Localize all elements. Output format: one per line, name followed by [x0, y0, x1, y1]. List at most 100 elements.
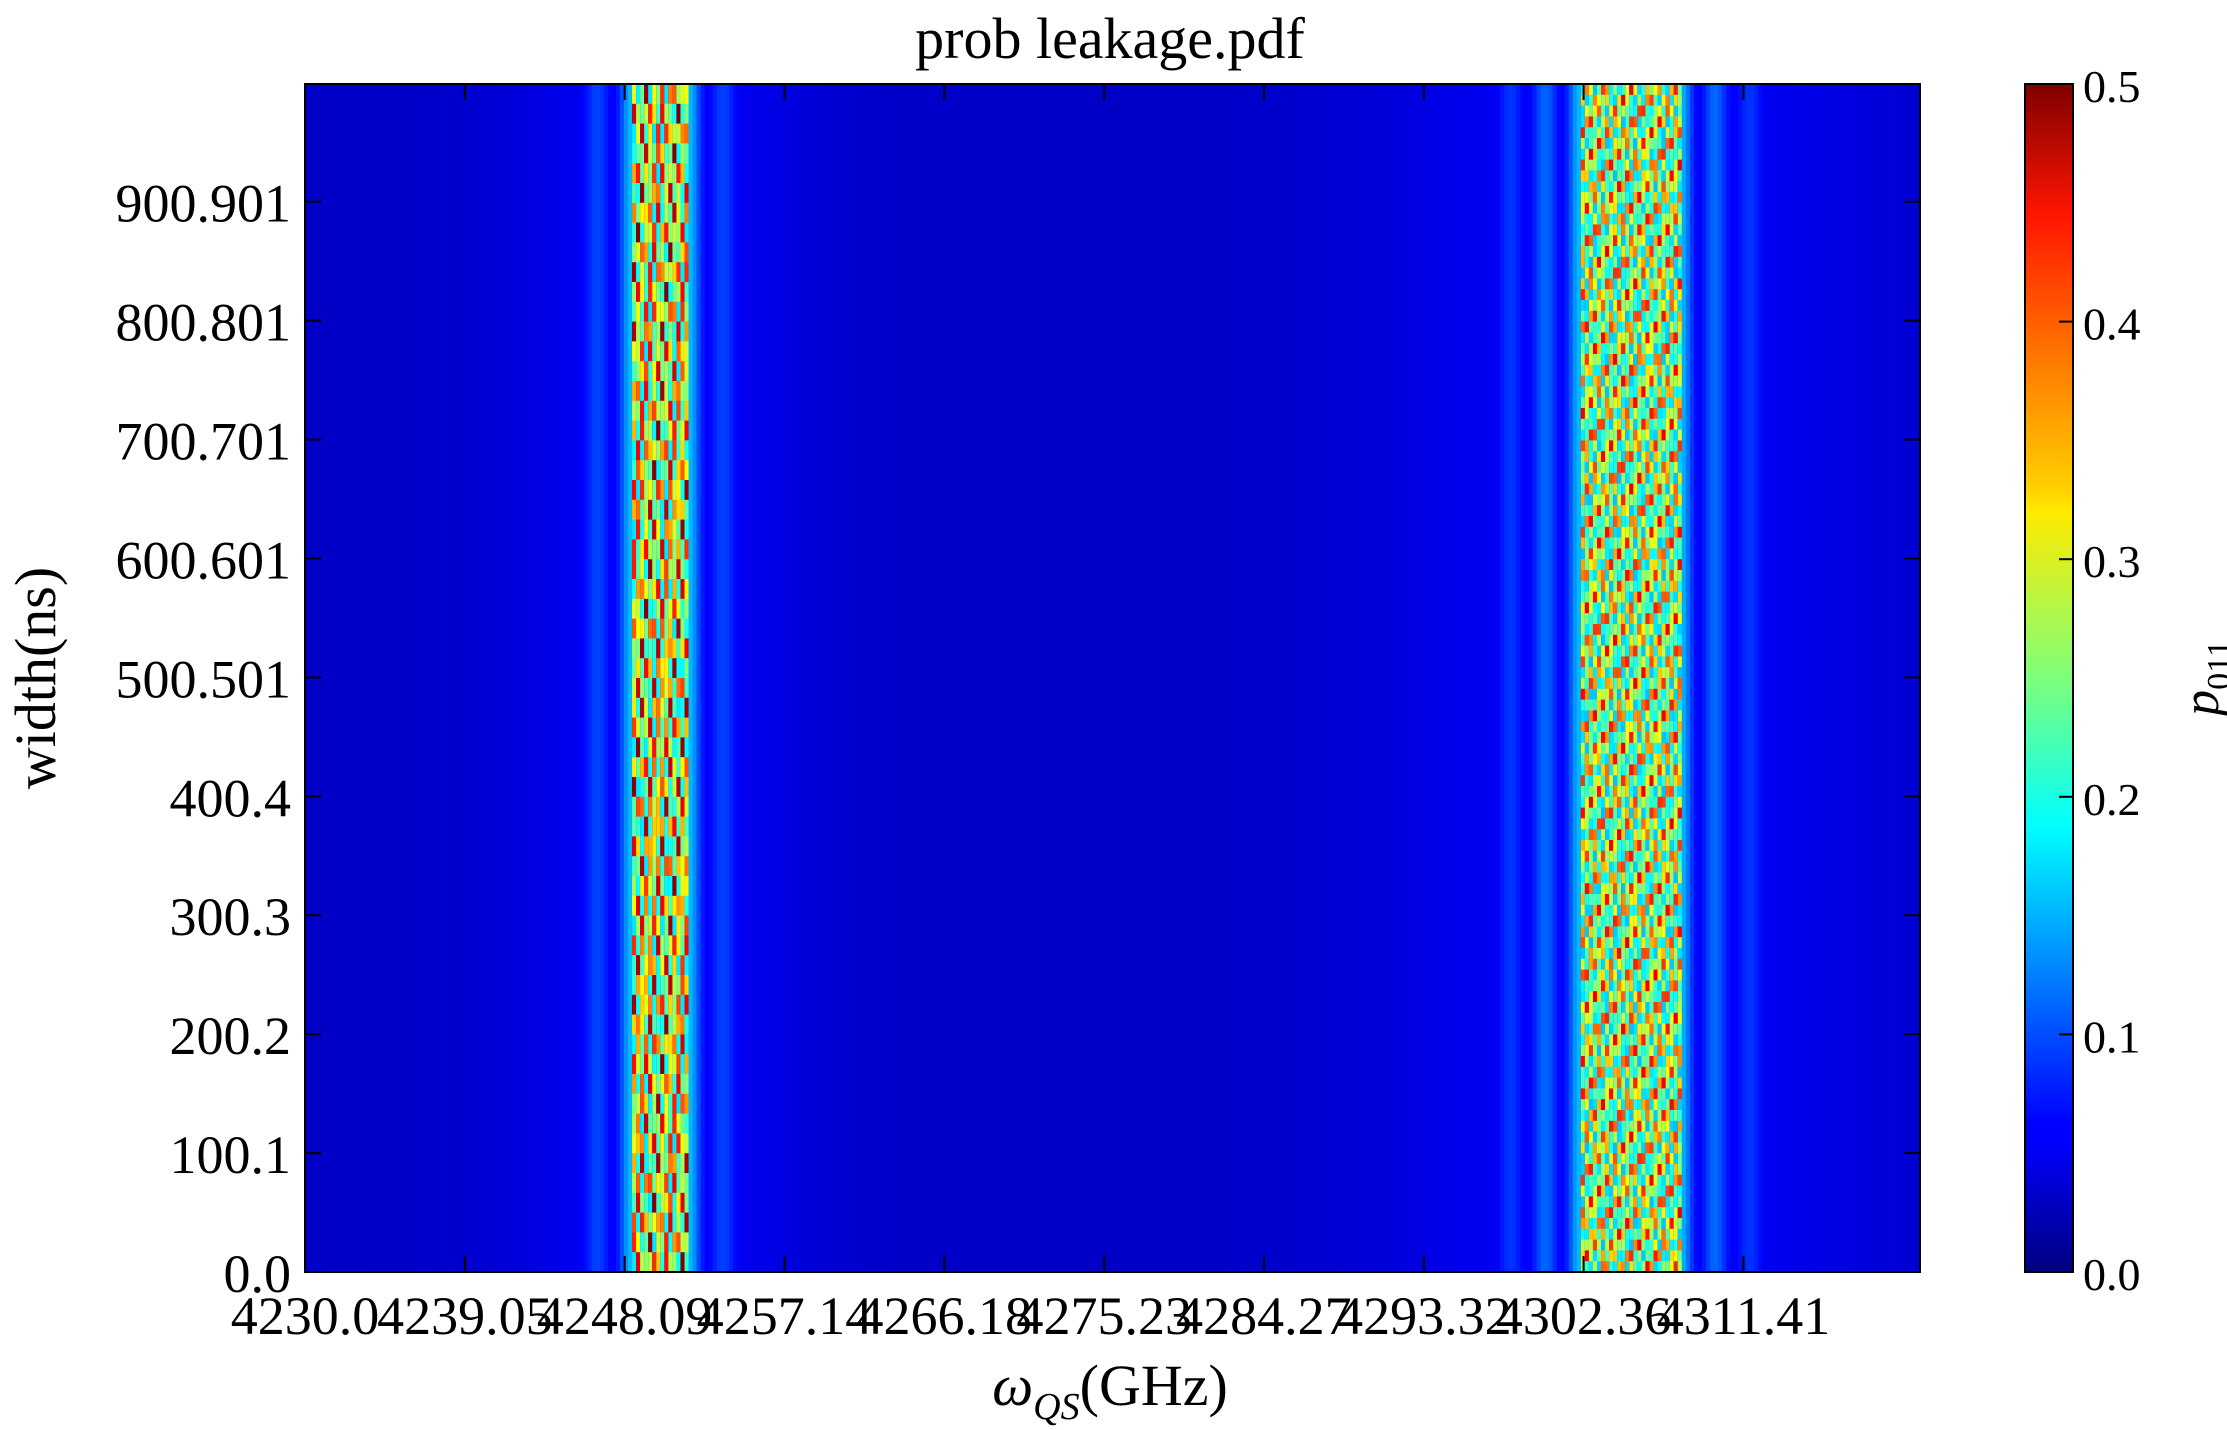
- heatmap-cell: [1609, 948, 1614, 960]
- heatmap-cell: [664, 103, 669, 125]
- heatmap-column: [1839, 84, 1844, 1272]
- heatmap-cell: [1609, 84, 1614, 96]
- heatmap-cell: [1592, 645, 1598, 657]
- heatmap-column: [1782, 84, 1788, 1272]
- heatmap-column: [1290, 84, 1295, 1272]
- heatmap-cell: [1597, 235, 1602, 247]
- heatmap-cell: [1661, 829, 1667, 841]
- heatmap-cell: [1605, 1185, 1610, 1197]
- heatmap-column: [1080, 84, 1085, 1272]
- heatmap-cell: [1592, 958, 1598, 971]
- heatmap-cell: [1605, 278, 1610, 290]
- heatmap-cell: [684, 341, 690, 362]
- heatmap-cell: [1641, 1196, 1647, 1208]
- heatmap-cell: [1641, 634, 1647, 647]
- heatmap-cell: [664, 519, 669, 540]
- heatmap-cell: [1597, 883, 1602, 895]
- heatmap-cell: [1609, 732, 1614, 744]
- heatmap-cell: [1673, 494, 1679, 506]
- heatmap-cell: [632, 579, 637, 600]
- heatmap-cell: [1649, 310, 1655, 323]
- heatmap-cell: [1613, 1185, 1618, 1197]
- heatmap-cell: [1633, 1023, 1638, 1035]
- heatmap-cell: [640, 1173, 645, 1194]
- heatmap-cell: [1597, 321, 1602, 333]
- heatmap-column: [1815, 84, 1820, 1272]
- heatmap-cell: [632, 1133, 637, 1154]
- heatmap-cell: [1677, 375, 1683, 387]
- heatmap-cell: [1645, 1110, 1651, 1122]
- heatmap-column: [1302, 84, 1307, 1272]
- heatmap-column: [1516, 84, 1521, 1272]
- heatmap-cell: [1592, 861, 1598, 873]
- heatmap-column: [523, 84, 528, 1272]
- heatmap-column: [1419, 84, 1424, 1272]
- heatmap-cell: [1645, 1250, 1651, 1262]
- heatmap-column: [518, 84, 524, 1272]
- heatmap-column: [890, 84, 896, 1272]
- heatmap-cell: [1588, 591, 1594, 603]
- heatmap-cell: [1657, 753, 1663, 765]
- heatmap-cell: [676, 1014, 682, 1035]
- heatmap-cell: [1613, 937, 1618, 949]
- heatmap-cell: [1597, 170, 1602, 182]
- heatmap-cell: [656, 341, 661, 362]
- x-tick-label: 4275.23: [1016, 1286, 1192, 1346]
- heatmap-cell: [680, 559, 686, 580]
- heatmap-column: [1330, 84, 1336, 1272]
- heatmap-cell: [1605, 483, 1610, 495]
- heatmap-cell: [1580, 764, 1586, 776]
- heatmap-cell: [1621, 667, 1626, 679]
- heatmap-cell: [1669, 224, 1675, 236]
- heatmap-cell: [1669, 537, 1675, 549]
- heatmap-cell: [680, 381, 686, 402]
- heatmap-cell: [1605, 915, 1610, 927]
- heatmap-column: [862, 84, 867, 1272]
- heatmap-cell: [1584, 483, 1590, 495]
- heatmap-cell: [1669, 1250, 1675, 1262]
- heatmap-cell: [1649, 850, 1655, 863]
- heatmap-cell: [1633, 192, 1638, 204]
- heatmap-cell: [1657, 159, 1663, 171]
- heatmap-cell: [676, 341, 682, 362]
- heatmap-column: [1152, 84, 1158, 1272]
- heatmap-cell: [1653, 688, 1659, 701]
- heatmap-cell: [1629, 526, 1634, 539]
- heatmap-cell: [1665, 688, 1671, 701]
- heatmap-cell: [1601, 850, 1606, 863]
- heatmap-cell: [1629, 645, 1634, 657]
- heatmap-cell: [1588, 894, 1594, 906]
- heatmap-cell: [680, 440, 686, 461]
- heatmap-cell: [1580, 667, 1586, 679]
- heatmap-cell: [660, 955, 665, 976]
- heatmap-cell: [1673, 1218, 1679, 1230]
- heatmap-cell: [1609, 278, 1614, 290]
- heatmap-cell: [1653, 1196, 1659, 1208]
- heatmap-cell: [684, 796, 690, 818]
- heatmap-cell: [656, 1153, 661, 1174]
- heatmap-cell: [1592, 678, 1598, 690]
- heatmap-column: [918, 84, 924, 1272]
- heatmap-cell: [1580, 1164, 1586, 1176]
- heatmap-cell: [684, 757, 690, 778]
- heatmap-cell: [1609, 364, 1614, 377]
- heatmap-cell: [1641, 1045, 1647, 1057]
- heatmap-cell: [1669, 1077, 1675, 1089]
- heatmap-cell: [680, 579, 686, 600]
- heatmap-cell: [1609, 494, 1614, 506]
- heatmap-cell: [1601, 656, 1606, 668]
- y-tick-label: 200.2: [170, 1006, 292, 1066]
- heatmap-cell: [660, 163, 665, 184]
- heatmap-cell: [668, 1113, 674, 1134]
- heatmap-cell: [1661, 246, 1667, 258]
- heatmap-cell: [1677, 634, 1683, 647]
- heatmap-cell: [1613, 1023, 1618, 1035]
- heatmap-cell: [1601, 256, 1606, 269]
- heatmap-cell: [1588, 753, 1594, 765]
- heatmap-column: [1819, 84, 1824, 1272]
- heatmap-cell: [652, 1093, 657, 1115]
- heatmap-cell: [1597, 753, 1602, 765]
- heatmap-cell: [1597, 840, 1602, 852]
- heatmap-cell: [1625, 192, 1630, 204]
- heatmap-column: [906, 84, 912, 1272]
